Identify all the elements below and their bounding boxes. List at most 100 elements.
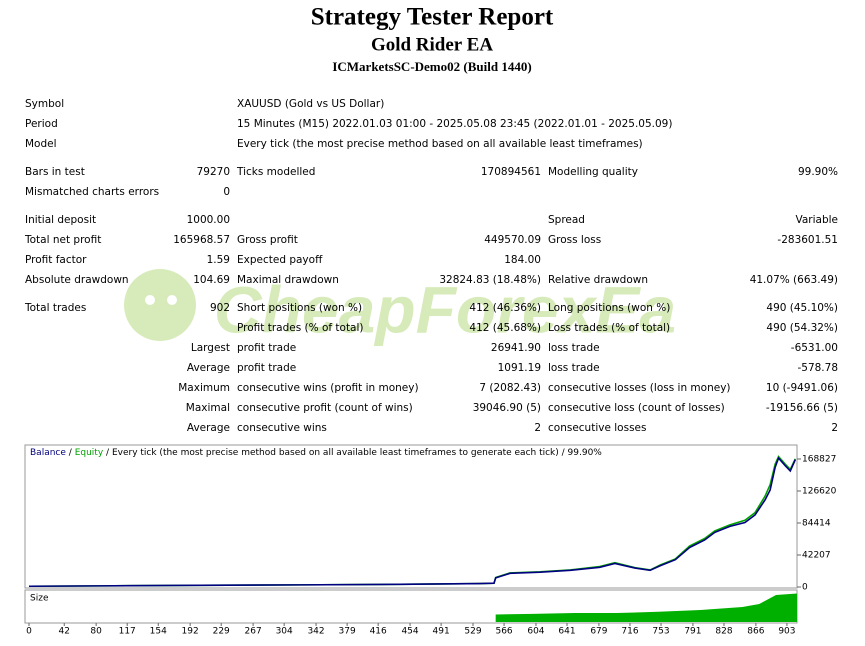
y-tick-label: 0 — [802, 583, 808, 593]
table-cell: consecutive losses — [548, 422, 646, 434]
x-tick-label: 491 — [433, 627, 450, 637]
table-cell: -578.78 — [797, 362, 838, 374]
table-cell: Loss trades (% of total) — [548, 322, 670, 334]
table-cell: 1000.00 — [187, 214, 230, 226]
x-tick-label: 604 — [527, 627, 544, 637]
x-tick-label: 379 — [339, 627, 356, 637]
x-tick-label: 641 — [558, 627, 575, 637]
x-tick-label: 866 — [747, 627, 764, 637]
table-cell: Total net profit — [24, 234, 101, 246]
table-cell: Spread — [548, 214, 585, 226]
table-cell: 490 (45.10%) — [766, 302, 838, 314]
x-tick-label: 342 — [307, 627, 324, 637]
report-server: ICMarketsSC-Demo02 (Build 1440) — [332, 59, 531, 74]
table-cell: 7 (2082.43) — [479, 382, 541, 394]
watermark-icon — [124, 269, 196, 341]
table-cell: Maximal drawdown — [237, 274, 339, 286]
table-cell: Initial deposit — [25, 214, 96, 226]
table-cell: Model — [25, 138, 57, 150]
table-cell: 412 (46.36%) — [469, 302, 541, 314]
x-tick-label: 566 — [495, 627, 512, 637]
x-tick-label: 791 — [684, 627, 701, 637]
table-cell: 1.59 — [207, 254, 230, 266]
legend-entry: Balance — [30, 448, 66, 458]
series-line — [28, 456, 797, 588]
table-cell: Long positions (won %) — [548, 302, 670, 314]
table-cell: Gross profit — [237, 234, 298, 246]
table-cell: 15 Minutes (M15) 2022.01.03 01:00 - 2025… — [237, 118, 672, 130]
x-tick-label: 529 — [464, 627, 481, 637]
legend-sep: / — [69, 448, 73, 458]
table-cell: 170894561 — [481, 166, 541, 178]
y-tick-label: 42207 — [802, 551, 831, 561]
table-cell: Ticks modelled — [236, 166, 315, 178]
table-cell: Short positions (won %) — [237, 302, 362, 314]
table-cell: XAUUSD (Gold vs US Dollar) — [237, 98, 384, 110]
x-tick-label: 416 — [370, 627, 387, 637]
table-cell: -283601.51 — [777, 234, 838, 246]
table-cell: consecutive losses (loss in money) — [548, 382, 731, 394]
table-cell: 10 (-9491.06) — [766, 382, 838, 394]
table-cell: 165968.57 — [173, 234, 230, 246]
x-tick-label: 117 — [119, 627, 136, 637]
table-cell: Total trades — [24, 302, 86, 314]
legend-note: / Every tick (the most precise method ba… — [106, 448, 602, 458]
table-cell: Every tick (the most precise method base… — [237, 138, 643, 150]
table-cell: 32824.83 (18.48%) — [439, 274, 541, 286]
legend-entry: Equity — [75, 448, 104, 458]
table-cell: -19156.66 (5) — [766, 402, 838, 414]
table-cell: 104.69 — [193, 274, 230, 286]
table-cell: 79270 — [197, 166, 230, 178]
table-cell: 0 — [223, 186, 230, 198]
chart-frame — [24, 444, 798, 589]
table-cell: Maximum — [178, 382, 230, 394]
x-tick-label: 267 — [245, 627, 262, 637]
table-cell: Gross loss — [548, 234, 601, 246]
table-cell: 490 (54.32%) — [766, 322, 838, 334]
size-label: Size — [30, 594, 49, 604]
x-tick-label: 154 — [150, 627, 167, 637]
table-cell: Average — [187, 362, 230, 374]
table-cell: consecutive wins (profit in money) — [237, 382, 419, 394]
x-tick-label: 716 — [621, 627, 638, 637]
table-cell: consecutive profit (count of wins) — [237, 402, 413, 414]
watermark-eye — [167, 295, 177, 305]
table-cell: Bars in test — [25, 166, 85, 178]
table-cell: profit trade — [237, 362, 296, 374]
table-cell: 41.07% (663.49) — [750, 274, 838, 286]
table-cell: 2 — [534, 422, 541, 434]
x-tick-label: 753 — [652, 627, 669, 637]
plot: 0 42207 84414 126620 168827 0 42 80 117 154 192 229… — [26, 455, 836, 637]
x-tick-label: 903 — [778, 627, 795, 637]
table-cell: Average — [187, 422, 230, 434]
table-cell: Expected payoff — [237, 254, 323, 266]
table-cell: Profit factor — [25, 254, 87, 266]
table-cell: Absolute drawdown — [25, 274, 129, 286]
table-cell: loss trade — [548, 362, 600, 374]
report-subtitle: Gold Rider EA — [371, 34, 493, 55]
table-cell: Relative drawdown — [548, 274, 648, 286]
x-tick-label: 454 — [401, 627, 418, 637]
x-tick-label: 828 — [715, 627, 732, 637]
table-cell: 26941.90 — [491, 342, 541, 354]
table-cell: Profit trades (% of total) — [237, 322, 364, 334]
table-cell: loss trade — [548, 342, 600, 354]
table-cell: 99.90% — [798, 166, 838, 178]
table-cell: Variable — [795, 214, 838, 226]
table-cell: 412 (45.68%) — [469, 322, 541, 334]
table-cell: 902 — [210, 302, 230, 314]
table-cell: consecutive loss (count of losses) — [548, 402, 725, 414]
table-cell: Maximal — [186, 402, 230, 414]
y-tick-label: 168827 — [802, 455, 836, 465]
y-tick-label: 126620 — [802, 487, 837, 497]
y-tick-label: 84414 — [802, 519, 831, 529]
table-cell: -6531.00 — [791, 342, 838, 354]
table-cell: 39046.90 (5) — [473, 402, 541, 414]
table-cell: Modelling quality — [548, 166, 638, 178]
x-tick-label: 304 — [276, 627, 293, 637]
chart-legend: Balance / Equity / Every tick (the most … — [30, 448, 602, 458]
size-area — [495, 593, 797, 622]
x-tick-label: 679 — [590, 627, 607, 637]
table-cell: consecutive wins — [237, 422, 327, 434]
